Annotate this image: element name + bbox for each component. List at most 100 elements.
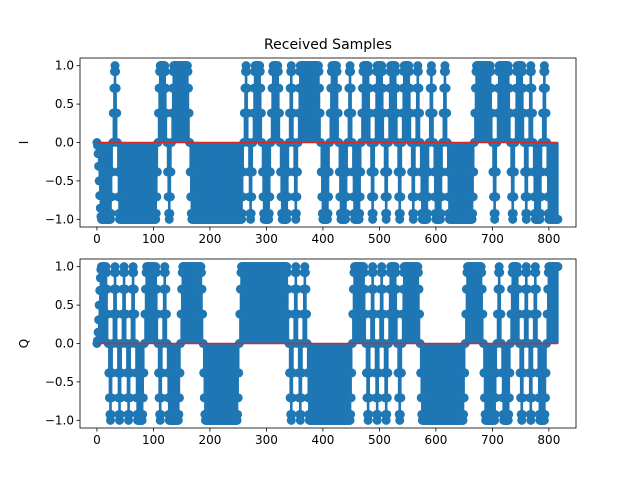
stem-marker <box>479 368 489 378</box>
stem-marker <box>527 83 537 93</box>
y-axis-label-i: I <box>17 141 31 145</box>
stem-marker <box>291 268 301 278</box>
stem-marker <box>513 268 523 278</box>
stem-marker <box>404 67 414 77</box>
y-ticks-q: −1.0 −0.5 0.0 0.5 1.0 <box>45 260 80 427</box>
stem-marker <box>315 83 325 93</box>
stem-marker <box>543 284 553 294</box>
stem-marker <box>120 284 130 294</box>
stem-marker <box>511 108 521 118</box>
stem-marker <box>294 108 304 118</box>
stem-marker <box>383 167 393 177</box>
stem-marker <box>531 284 541 294</box>
stem-marker <box>490 208 500 218</box>
stem-marker <box>391 67 401 77</box>
stem-marker <box>396 393 406 403</box>
stem-marker <box>409 192 419 202</box>
stem-marker <box>359 268 369 278</box>
stem-marker <box>235 284 245 294</box>
stem-marker <box>347 108 357 118</box>
stem-marker <box>369 167 379 177</box>
stem-marker <box>378 83 388 93</box>
x-tick-label: 300 <box>255 232 278 246</box>
y-ticks-i: −1.0 −0.5 0.0 0.5 1.0 <box>45 59 80 226</box>
stem-marker <box>95 203 105 213</box>
stem-marker <box>542 309 552 319</box>
stem-marker <box>238 192 248 202</box>
stem-marker <box>437 192 447 202</box>
stem-marker <box>522 284 532 294</box>
stem-marker <box>541 108 551 118</box>
stem-marker <box>526 67 536 77</box>
stem-marker <box>430 192 440 202</box>
stem-marker <box>151 208 161 218</box>
stem-marker <box>111 83 121 93</box>
stem-marker <box>258 192 268 202</box>
stem-marker <box>460 368 470 378</box>
stem-marker <box>163 368 173 378</box>
stem-marker <box>428 108 438 118</box>
stem-marker <box>540 83 550 93</box>
stem-marker <box>360 284 370 294</box>
stem-marker <box>93 149 103 159</box>
stem-marker <box>378 284 388 294</box>
stem-marker <box>138 393 148 403</box>
stem-marker <box>398 108 408 118</box>
stem-marker <box>95 285 105 295</box>
stem-marker <box>125 393 135 403</box>
stem-marker <box>427 67 437 77</box>
stem-marker <box>287 393 297 403</box>
stem-marker <box>364 393 374 403</box>
stem-marker <box>264 208 274 218</box>
stem-marker <box>294 83 304 93</box>
stem-marker <box>300 268 310 278</box>
stem-marker <box>316 167 326 177</box>
stem-marker <box>423 192 433 202</box>
stem-marker <box>154 108 164 118</box>
stem-marker <box>414 83 424 93</box>
stem-marker <box>282 268 292 278</box>
stem-marker <box>517 409 527 419</box>
stem-marker <box>346 67 356 77</box>
stem-marker <box>152 192 162 202</box>
stem-marker <box>176 309 186 319</box>
y-tick-label: 0.5 <box>55 298 74 312</box>
stem-marker <box>314 67 324 77</box>
stem-marker <box>265 192 275 202</box>
stem-marker <box>332 67 342 77</box>
y-tick-label: 0.0 <box>55 337 74 351</box>
stem-marker <box>468 192 478 202</box>
stem-marker <box>513 284 523 294</box>
stem-marker <box>470 83 480 93</box>
stem-marker <box>291 208 301 218</box>
stem-marker <box>504 67 514 77</box>
stem-marker <box>413 268 423 278</box>
subplot-q: 0 100 200 300 400 500 600 700 800 −1.0 −0.5 0.0 0.5… <box>17 258 577 447</box>
stem-marker <box>413 67 423 77</box>
stem-marker <box>160 67 170 77</box>
stem-marker <box>152 284 162 294</box>
stem-marker <box>152 167 162 177</box>
stem-marker <box>185 167 195 177</box>
stem-marker <box>124 409 134 419</box>
stem-marker <box>233 393 243 403</box>
stem-marker <box>532 309 542 319</box>
stem-marker <box>347 368 357 378</box>
y-tick-label: −1.0 <box>45 212 74 226</box>
stem-marker <box>529 167 539 177</box>
stem-marker <box>491 192 501 202</box>
stem-marker <box>443 167 453 177</box>
stem-marker <box>116 393 126 403</box>
stem-marker <box>282 208 292 218</box>
stem-marker <box>526 409 536 419</box>
stem-marker <box>553 262 563 272</box>
stem-marker <box>154 83 164 93</box>
stem-marker <box>368 268 378 278</box>
stem-marker <box>553 214 563 224</box>
stem-marker <box>283 192 293 202</box>
stem-marker <box>398 309 408 319</box>
stem-marker <box>382 409 392 419</box>
x-tick-label: 200 <box>198 232 221 246</box>
y-tick-label: −0.5 <box>45 174 74 188</box>
